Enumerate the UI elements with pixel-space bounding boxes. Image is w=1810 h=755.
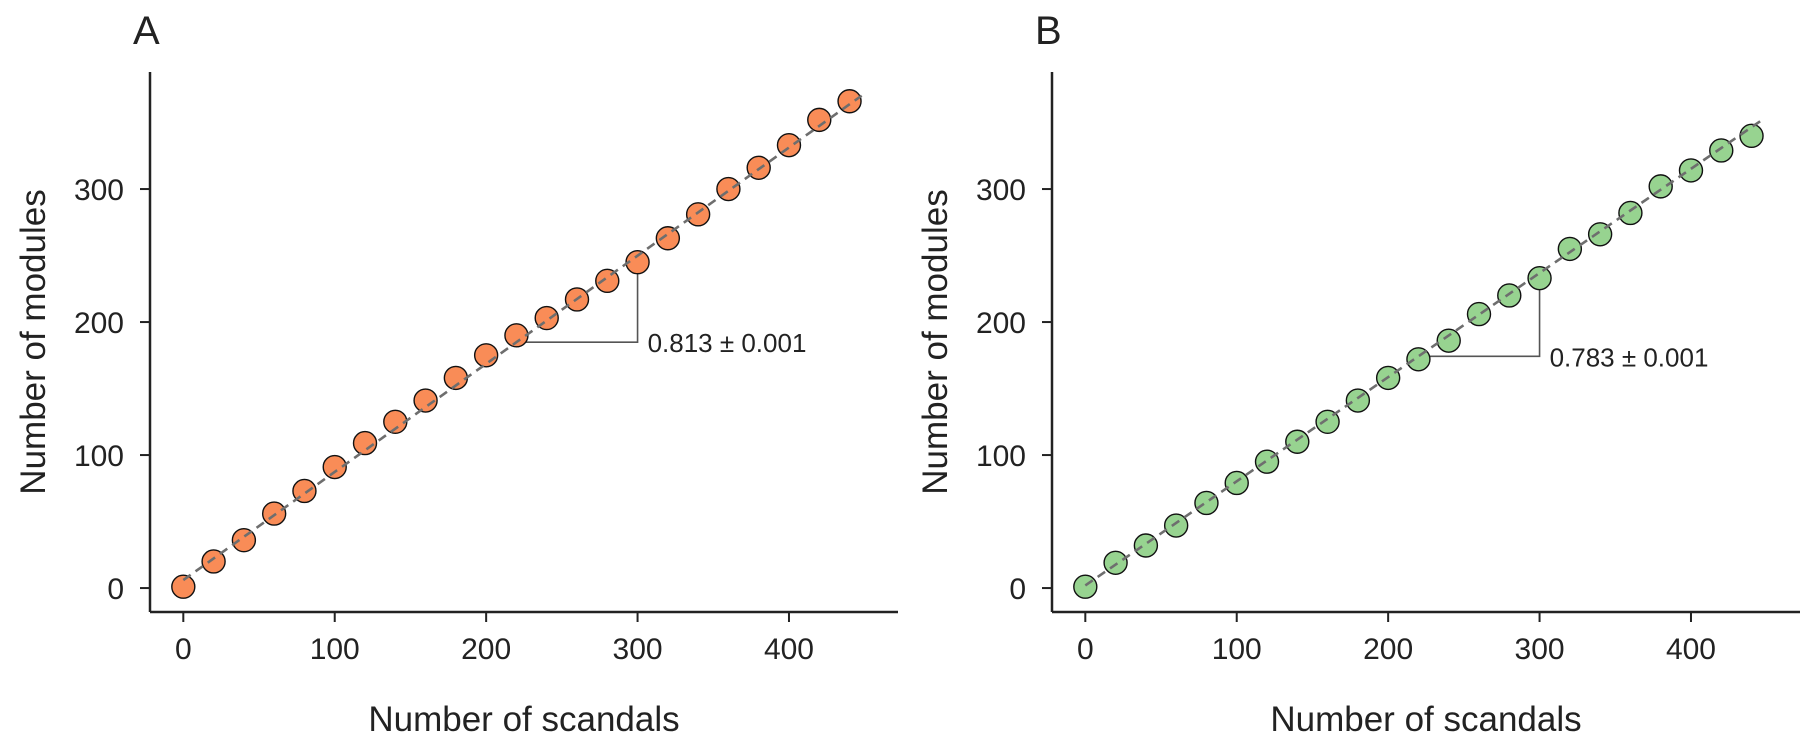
x-tick-label: 400	[764, 633, 814, 666]
data-point	[1557, 236, 1583, 262]
data-point	[1224, 470, 1249, 496]
data-point	[1739, 123, 1764, 149]
data-point	[1285, 429, 1310, 454]
data-point	[1345, 388, 1371, 413]
slope-annotation-text: 0.783 ± 0.001	[1550, 342, 1709, 372]
data-point	[776, 132, 802, 158]
x-tick-label: 300	[613, 633, 663, 666]
y-axis-label: Number of modules	[916, 189, 955, 494]
data-point	[231, 527, 257, 553]
data-point	[837, 89, 862, 114]
y-tick-label: 300	[74, 174, 124, 207]
data-point	[807, 107, 832, 133]
data-point	[1194, 490, 1219, 516]
data-point	[625, 249, 650, 275]
data-point	[201, 549, 226, 574]
x-tick-label: 100	[310, 633, 360, 666]
fit-line	[1084, 117, 1765, 587]
data-point	[1527, 265, 1552, 291]
data-point	[655, 226, 681, 251]
panel-label: A	[133, 9, 160, 53]
x-tick-label: 400	[1666, 633, 1716, 666]
x-tick-label: 0	[1077, 633, 1094, 666]
x-tick-label: 300	[1515, 633, 1565, 666]
data-point	[413, 388, 438, 413]
data-point	[171, 574, 196, 599]
x-tick-label: 0	[175, 633, 192, 666]
x-axis-label: Number of scandals	[368, 700, 679, 739]
y-tick-label: 0	[1009, 573, 1026, 606]
data-point	[1497, 283, 1522, 308]
data-point	[1648, 174, 1673, 199]
data-point	[716, 176, 741, 202]
data-point	[1678, 158, 1704, 183]
y-tick-label: 0	[107, 573, 124, 606]
data-point	[1466, 301, 1492, 327]
chart-panel-b: B 0 100 200 300 400 0 100 200 300 Number of scanda…	[916, 9, 1800, 739]
data-point	[1436, 328, 1461, 353]
y-axis-label: Number of modules	[14, 189, 53, 494]
panel-label: B	[1035, 9, 1062, 53]
y-tick-label: 300	[976, 174, 1026, 207]
y-tick-label: 200	[74, 307, 124, 340]
x-tick-label: 100	[1212, 633, 1262, 666]
x-tick-label: 200	[1363, 633, 1413, 666]
x-axis-label: Number of scandals	[1270, 700, 1581, 739]
data-point	[1163, 513, 1189, 538]
data-point	[1103, 550, 1128, 575]
data-point	[1618, 200, 1643, 226]
data-point	[322, 454, 347, 480]
data-point	[352, 430, 378, 456]
data-point	[473, 343, 499, 368]
y-tick-label: 100	[74, 440, 124, 473]
slope-triangle	[516, 255, 639, 343]
slope-annotation-text: 0.813 ± 0.001	[648, 328, 807, 358]
data-point	[1073, 574, 1098, 599]
x-tick-label: 200	[461, 633, 511, 666]
y-tick-label: 100	[976, 440, 1026, 473]
y-tick-label: 200	[976, 307, 1026, 340]
chart-panel-a: A 0 100 200 300 400 0 100 200 300 Number of scanda…	[14, 9, 898, 739]
data-point	[1709, 138, 1734, 163]
fit-line	[182, 94, 863, 582]
data-point	[261, 501, 287, 526]
data-point	[595, 268, 620, 294]
slope-triangle	[1418, 272, 1541, 358]
data-point	[685, 202, 711, 227]
